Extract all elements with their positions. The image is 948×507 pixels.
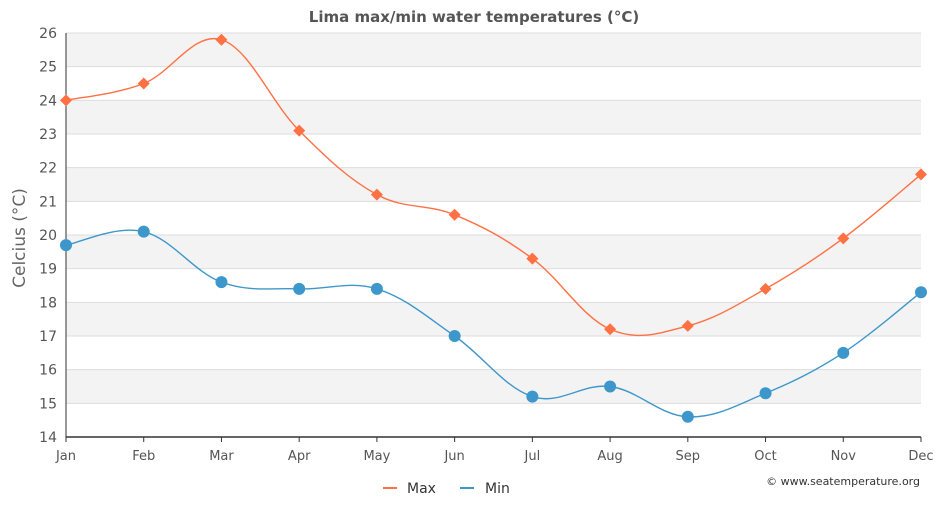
data-point-min-apr[interactable] bbox=[293, 282, 306, 295]
x-tick-label: Mar bbox=[209, 449, 234, 464]
x-tick-label: May bbox=[363, 449, 390, 464]
series-max bbox=[60, 33, 927, 337]
grid-band bbox=[66, 167, 921, 202]
x-tick-label: Oct bbox=[754, 449, 776, 464]
x-tick-label: Sep bbox=[676, 449, 701, 464]
data-point-max-jul[interactable] bbox=[526, 252, 539, 265]
x-tick-label: Jul bbox=[524, 449, 541, 464]
x-tick-label: Apr bbox=[288, 449, 311, 464]
x-tick-label: Dec bbox=[908, 449, 933, 464]
grid-band bbox=[66, 33, 921, 67]
legend-item-min[interactable]: Min bbox=[460, 481, 510, 497]
y-tick-label: 14 bbox=[39, 430, 57, 446]
y-tick-label: 24 bbox=[39, 93, 57, 109]
data-point-max-aug[interactable] bbox=[604, 323, 617, 336]
grid-bands bbox=[66, 33, 921, 404]
grid-band bbox=[66, 100, 921, 134]
y-axis-label: Celcius (°C) bbox=[10, 188, 30, 288]
grid-band bbox=[66, 302, 921, 336]
data-point-max-jan[interactable] bbox=[60, 94, 72, 107]
data-point-max-may[interactable] bbox=[370, 188, 383, 201]
data-point-min-nov[interactable] bbox=[837, 346, 850, 359]
data-point-max-jun[interactable] bbox=[448, 208, 461, 221]
x-tick-label: Jun bbox=[443, 449, 464, 464]
chart-title: Lima max/min water temperatures (°C) bbox=[309, 8, 639, 26]
y-tick-label: 23 bbox=[39, 127, 57, 143]
grid-band bbox=[66, 235, 921, 269]
data-point-min-oct[interactable] bbox=[759, 387, 772, 400]
data-point-max-mar[interactable] bbox=[215, 33, 228, 46]
data-point-min-dec[interactable] bbox=[915, 286, 927, 299]
data-point-min-aug[interactable] bbox=[604, 380, 617, 393]
credit-text[interactable]: © www.seatemperature.org bbox=[766, 475, 920, 488]
y-tick-label: 15 bbox=[39, 396, 57, 412]
data-point-min-sep[interactable] bbox=[681, 410, 694, 423]
y-tick-label: 17 bbox=[39, 329, 57, 345]
data-point-min-mar[interactable] bbox=[215, 276, 228, 289]
x-tick-label: Aug bbox=[597, 449, 622, 464]
y-tick-label: 25 bbox=[39, 60, 57, 76]
data-point-min-jan[interactable] bbox=[60, 239, 72, 252]
data-point-max-nov[interactable] bbox=[837, 232, 850, 245]
series-min bbox=[60, 225, 927, 423]
data-point-max-dec[interactable] bbox=[915, 168, 927, 181]
x-axis-ticks: Jan Feb Mar Apr May Jun Jul Aug Sep Oct Nov Dec bbox=[55, 437, 934, 464]
y-axis-ticks: 14 15 16 17 18 19 20 21 22 23 24 25 26 bbox=[39, 26, 57, 446]
legend-item-max[interactable]: Max bbox=[383, 481, 436, 497]
data-point-max-feb[interactable] bbox=[137, 77, 150, 90]
grid-band bbox=[66, 369, 921, 404]
y-tick-label: 20 bbox=[39, 228, 57, 244]
y-tick-label: 22 bbox=[39, 161, 57, 177]
legend: Max Min bbox=[383, 481, 510, 497]
data-point-min-feb[interactable] bbox=[137, 225, 150, 238]
series-line-min bbox=[65, 229, 922, 418]
data-point-min-jun[interactable] bbox=[448, 330, 461, 342]
legend-label-max: Max bbox=[407, 481, 436, 497]
legend-label-min: Min bbox=[485, 481, 510, 497]
series-layer bbox=[60, 33, 927, 423]
data-point-min-jul[interactable] bbox=[526, 390, 539, 403]
y-tick-label: 19 bbox=[39, 262, 57, 278]
y-tick-label: 16 bbox=[39, 363, 57, 379]
y-tick-label: 18 bbox=[39, 295, 57, 311]
grid-lines bbox=[66, 32, 921, 404]
x-tick-label: Nov bbox=[831, 449, 857, 464]
data-point-max-apr[interactable] bbox=[293, 124, 306, 137]
data-point-min-may[interactable] bbox=[370, 282, 383, 295]
x-tick-label: Feb bbox=[132, 449, 155, 464]
data-point-max-oct[interactable] bbox=[759, 282, 772, 295]
y-tick-label: 21 bbox=[39, 194, 57, 210]
data-point-max-sep[interactable] bbox=[681, 319, 694, 332]
x-tick-label: Jan bbox=[55, 449, 76, 464]
y-tick-label: 26 bbox=[39, 26, 57, 42]
